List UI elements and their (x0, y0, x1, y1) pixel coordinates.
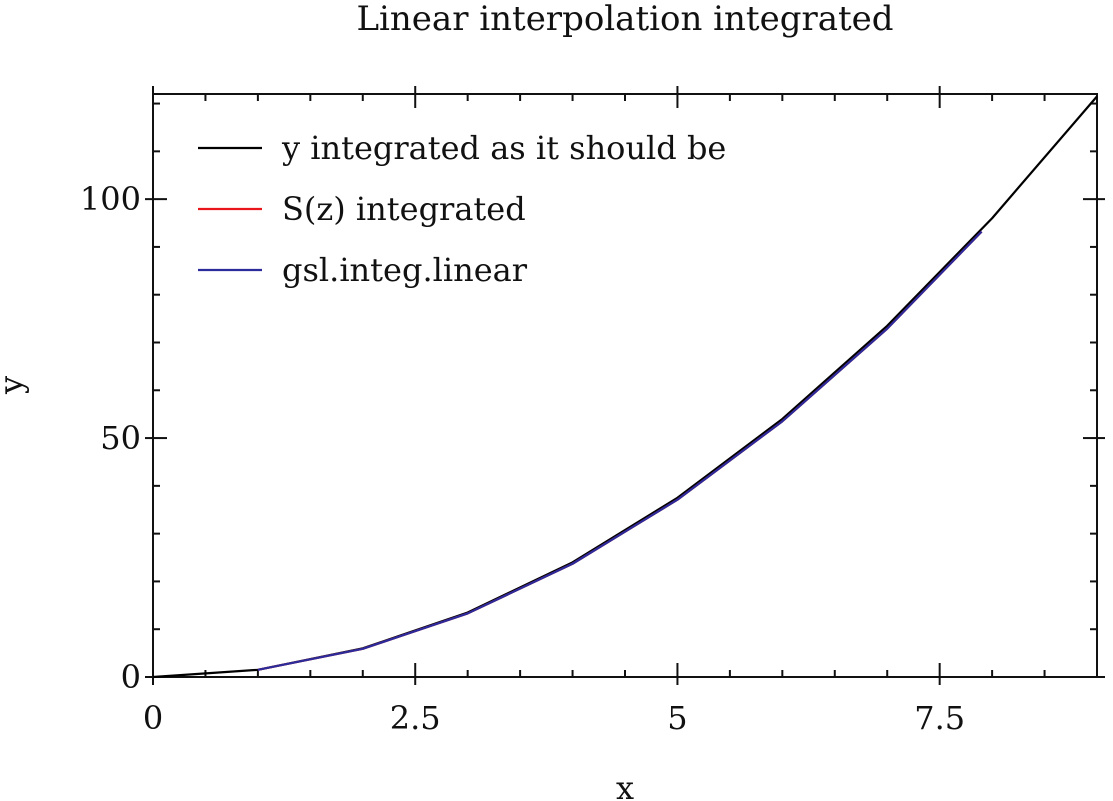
legend-label: S(z) integrated (282, 190, 526, 228)
plot-frame (152, 93, 1098, 678)
series-line-2 (257, 230, 983, 671)
series-line-3 (257, 230, 983, 671)
x-tick-label: 0 (143, 699, 163, 737)
x-axis-label: x (616, 769, 634, 801)
x-tick-label: 5 (667, 699, 687, 737)
x-tick-label: 2.5 (390, 699, 441, 737)
x-tick-label: 7.5 (914, 699, 965, 737)
series-layer (152, 95, 1098, 679)
y-tick-label: 50 (100, 419, 141, 457)
legend-label: y integrated as it should be (281, 129, 726, 167)
y-tick-label: 100 (80, 180, 141, 218)
ticks-layer (145, 86, 1105, 685)
y-tick-label: 0 (121, 658, 141, 696)
legend-label: gsl.integ.linear (282, 251, 528, 289)
series-line-1 (152, 95, 1098, 679)
legend: y integrated as it should be S(z) integra… (198, 129, 726, 289)
tick-labels-layer: 0 2.5 5 7.5 0 50 100 (80, 180, 965, 737)
chart-title: Linear interpolation integrated (356, 0, 893, 39)
y-axis-label: y (0, 376, 30, 395)
